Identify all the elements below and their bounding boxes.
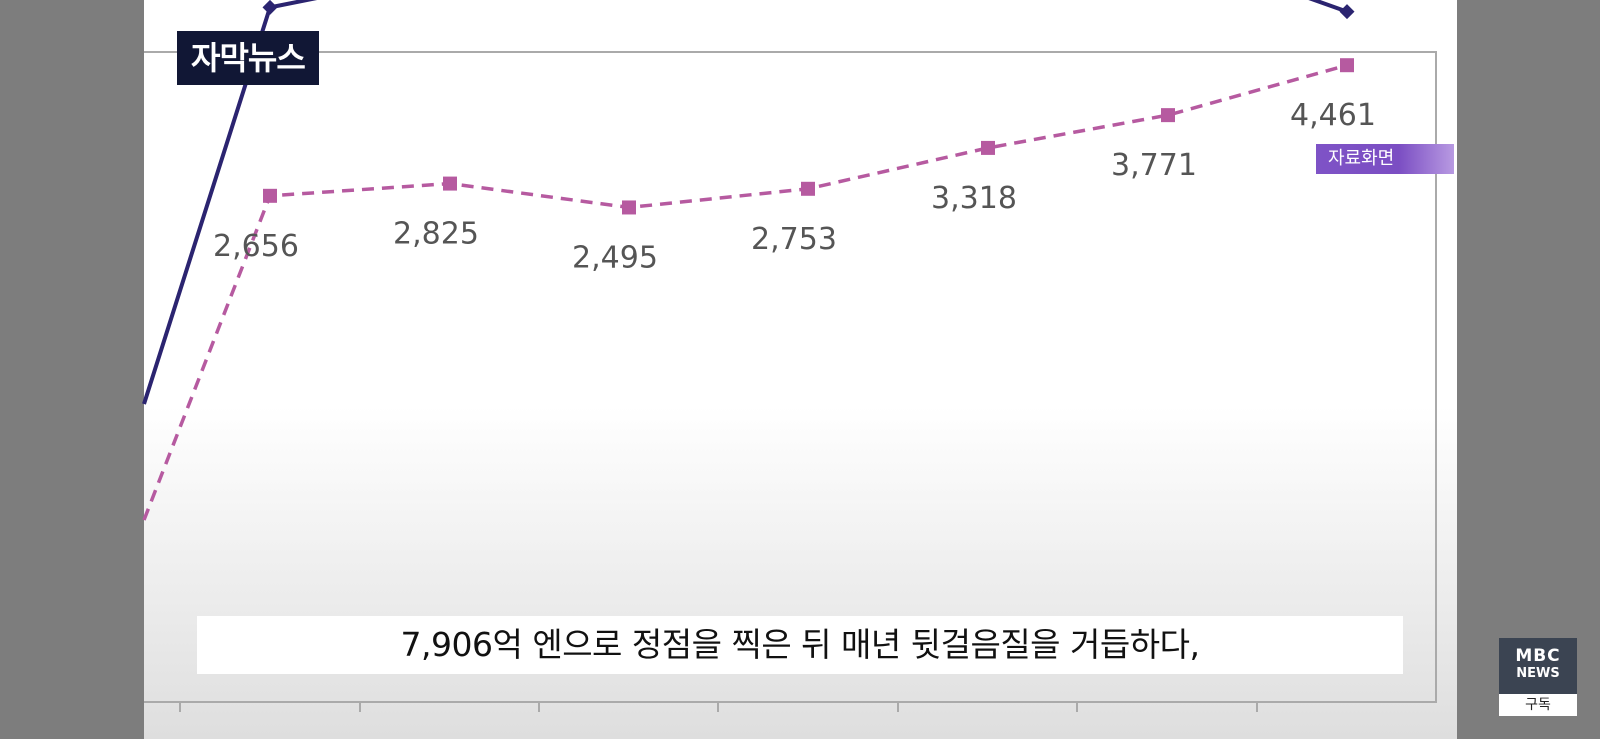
series-2-label-1: 2,656 xyxy=(213,229,299,264)
series-1-marker-7 xyxy=(1339,4,1355,20)
series-2-label-3: 2,495 xyxy=(572,240,658,275)
brand-tag: 자막뉴스 xyxy=(177,31,319,85)
chart-background xyxy=(144,0,1457,739)
series-layer xyxy=(142,0,1355,521)
subscribe-button[interactable]: 구독 xyxy=(1499,694,1577,716)
series-1-line xyxy=(142,0,1348,405)
series-2-label-5: 3,318 xyxy=(931,181,1017,216)
series-2-marker-7 xyxy=(1340,58,1354,73)
series-2-line xyxy=(142,63,1348,521)
series-2-marker-6 xyxy=(1161,108,1175,123)
data-labels: 5,2605,7576,5497,9067,5446,0835,2012,656… xyxy=(213,98,1376,275)
series-2-marker-1 xyxy=(263,188,277,203)
subtitle-caption: 7,906억 엔으로 정점을 찍은 뒤 매년 뒷걸음질을 거듭하다, xyxy=(197,616,1403,674)
series-2-marker-4 xyxy=(801,181,815,196)
x-axis-ticks xyxy=(179,702,1258,712)
series-2-marker-5 xyxy=(981,140,995,155)
channel-logo-mbc: MBC xyxy=(1515,646,1561,666)
series-2-label-7: 4,461 xyxy=(1290,98,1376,133)
channel-logo-button[interactable]: MBC NEWS 구독 xyxy=(1499,638,1577,716)
channel-logo-news: NEWS xyxy=(1516,666,1560,681)
series-2-label-6: 3,771 xyxy=(1111,148,1197,183)
series-2-label-2: 2,825 xyxy=(393,217,479,252)
series-2-label-4: 2,753 xyxy=(751,222,837,257)
archive-footage-badge: 자료화면 xyxy=(1316,144,1454,174)
series-2-marker-3 xyxy=(622,200,636,215)
series-1-marker-1 xyxy=(262,0,278,15)
series-2-marker-2 xyxy=(443,176,457,191)
plot-area-border xyxy=(144,51,1437,703)
